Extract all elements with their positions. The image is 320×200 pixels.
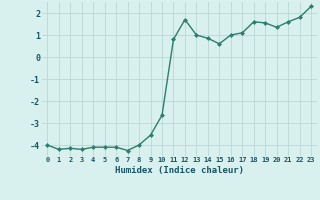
X-axis label: Humidex (Indice chaleur): Humidex (Indice chaleur) — [115, 166, 244, 175]
